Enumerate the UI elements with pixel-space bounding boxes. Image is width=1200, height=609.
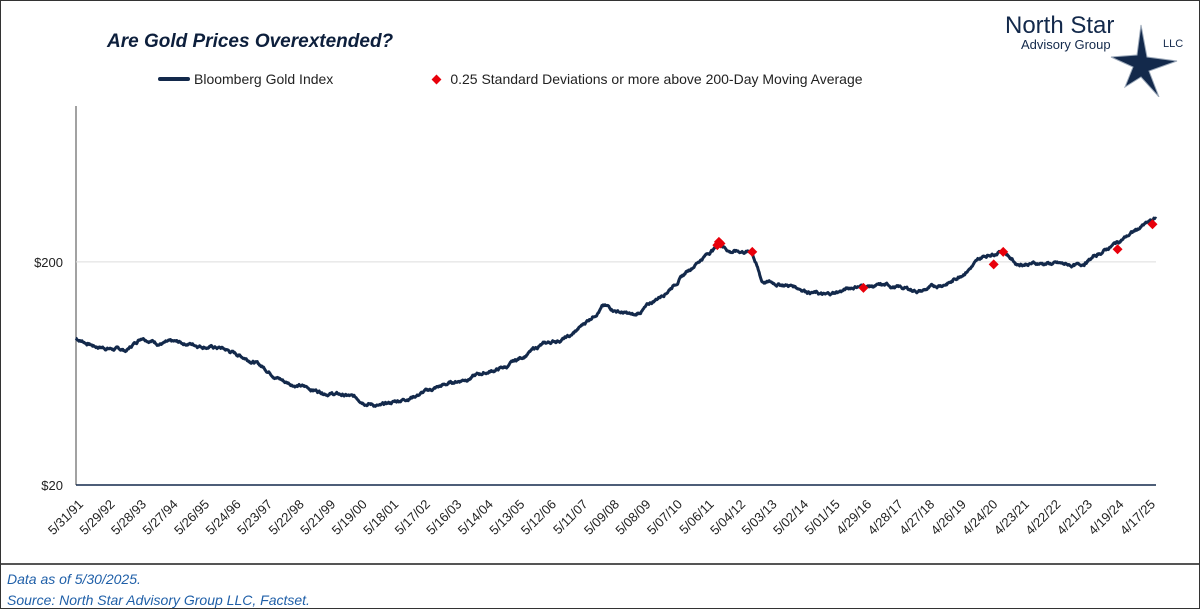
deviation-marker: [1112, 244, 1123, 255]
gold-index-line: [74, 216, 1158, 408]
legend-label-gold: Bloomberg Gold Index: [194, 71, 334, 87]
star-icon: [1110, 24, 1178, 97]
north-star-logo: North Star Advisory Group LLC: [1005, 12, 1183, 97]
deviation-marker: [998, 246, 1009, 257]
deviation-marker: [1147, 219, 1158, 230]
plot-area: $20$2005/31/915/29/925/28/935/27/945/26/…: [34, 106, 1158, 538]
x-tick-label: 5/07/10: [644, 497, 685, 538]
x-tick-label: 5/12/06: [518, 497, 559, 538]
footer: Data as of 5/30/2025. Source: North Star…: [1, 563, 1199, 608]
logo-text-2: Advisory Group: [1021, 37, 1111, 52]
deviation-marker: [988, 259, 999, 270]
deviation-marker: [858, 282, 869, 293]
legend: Bloomberg Gold Index 0.25 Standard Devia…: [158, 71, 863, 87]
legend-line-swatch: [158, 77, 190, 81]
data-as-of-note: Data as of 5/30/2025.: [7, 571, 141, 587]
chart-title: Are Gold Prices Overextended?: [107, 31, 394, 52]
logo-text-3: LLC: [1163, 38, 1183, 50]
legend-label-deviation: 0.25 Standard Deviations or more above 2…: [450, 71, 863, 87]
y-tick-label: $200: [34, 255, 63, 270]
deviation-marker: [747, 246, 758, 257]
y-tick-label: $20: [41, 478, 63, 493]
x-tick-label: 4/17/25: [1117, 497, 1158, 538]
logo-text-1: North Star: [1005, 12, 1114, 39]
source-note: Source: North Star Advisory Group LLC, F…: [7, 592, 310, 608]
deviation-marker: [715, 238, 726, 249]
